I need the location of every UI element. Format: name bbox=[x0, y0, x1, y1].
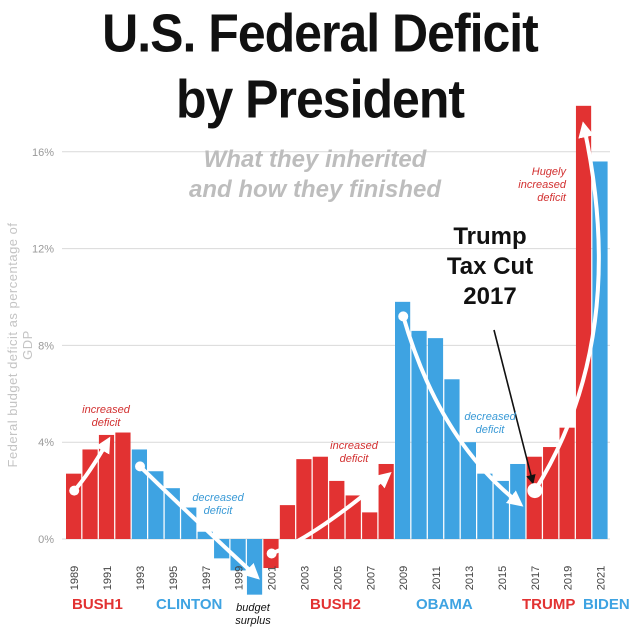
x-tick-label: 2005 bbox=[332, 566, 344, 590]
president-label-bush1: BUSH1 bbox=[72, 596, 123, 613]
bar-2000 bbox=[246, 539, 263, 595]
y-tick-label: 8% bbox=[38, 340, 54, 352]
annotation-surplus: budget surplus bbox=[228, 602, 278, 628]
chart-title-line2: by President bbox=[175, 68, 465, 130]
arrow-clinton bbox=[138, 464, 260, 580]
president-label-bush2: BUSH2 bbox=[310, 596, 361, 613]
chart-subtitle: What they inherited bbox=[203, 146, 427, 173]
annotation-line: deficit bbox=[91, 417, 121, 429]
annotation-line: budget bbox=[236, 602, 270, 614]
x-tick-label: 2007 bbox=[365, 566, 377, 590]
annotation-line: Hugely bbox=[531, 166, 566, 178]
x-tick-label: 2011 bbox=[431, 566, 443, 590]
x-tick-label: 2015 bbox=[497, 566, 509, 590]
annotation-obama: decreased deficit bbox=[450, 411, 530, 437]
y-axis-label: Federal budget deficit as percentage of … bbox=[5, 222, 35, 468]
x-tick-label: 2013 bbox=[464, 566, 476, 590]
tax-cut-callout: Trump Tax Cut 2017 bbox=[430, 222, 550, 312]
callout-line: 2017 bbox=[463, 283, 517, 310]
bar-1998 bbox=[214, 539, 230, 559]
annotation-bush1: increased deficit bbox=[66, 404, 146, 430]
annotation-line: decreased bbox=[192, 492, 244, 504]
bar-2007 bbox=[362, 512, 378, 539]
bar-2020 bbox=[575, 105, 592, 539]
annotation-line: deficit bbox=[339, 453, 369, 465]
bar-2003 bbox=[296, 459, 312, 539]
x-tick-label: 1993 bbox=[135, 566, 147, 590]
president-label-trump: TRUMP bbox=[522, 596, 576, 613]
x-tick-label: 2019 bbox=[563, 566, 575, 590]
bar-1990 bbox=[82, 449, 98, 539]
x-tick-label: 2021 bbox=[596, 566, 608, 590]
annotation-line: deficit bbox=[475, 424, 505, 436]
x-tick-label: 1995 bbox=[168, 566, 180, 590]
annotation-bush2: increased deficit bbox=[314, 440, 394, 466]
bar-2009 bbox=[395, 301, 411, 539]
annotation-line: deficit bbox=[203, 505, 233, 517]
annotation-line: deficit bbox=[537, 192, 566, 204]
arrow-obama bbox=[401, 314, 524, 507]
annotation-line: surplus bbox=[235, 615, 271, 627]
bar-2011 bbox=[427, 338, 444, 539]
annotation-clinton: decreased deficit bbox=[178, 492, 258, 518]
bar-2015 bbox=[493, 480, 509, 539]
arrow-bush1 bbox=[72, 436, 111, 493]
bar-1991 bbox=[98, 434, 115, 539]
president-label-clinton: CLINTON bbox=[156, 596, 223, 613]
callout-line: Trump bbox=[453, 223, 527, 250]
bar-2013 bbox=[460, 442, 476, 539]
bar-2021 bbox=[592, 161, 608, 540]
x-tick-label: 2001 bbox=[267, 566, 279, 590]
bar-2019 bbox=[559, 427, 575, 539]
x-tick-label: 2003 bbox=[300, 566, 312, 590]
bar-2004 bbox=[312, 456, 328, 539]
x-tick-labels: 1989 1991 1993 1995 1997 1999 2001 2003 2005 2007… bbox=[69, 566, 607, 590]
y-tick-label: 12% bbox=[32, 244, 54, 256]
chart-subtitle-line2: and how they finished bbox=[188, 176, 441, 203]
annotation-line: increased bbox=[82, 404, 130, 416]
x-tick-label: 2017 bbox=[530, 566, 542, 590]
x-tick-label: 1997 bbox=[201, 566, 213, 590]
annotation-line: increased bbox=[330, 440, 378, 452]
president-label-biden: BIDEN bbox=[583, 596, 630, 613]
arrow-trump bbox=[532, 121, 601, 493]
trend-arrows bbox=[69, 121, 601, 580]
callout-line: Tax Cut bbox=[446, 253, 534, 280]
x-tick-label: 1991 bbox=[102, 566, 114, 590]
annotation-line: decreased bbox=[464, 411, 516, 423]
bar-1997 bbox=[197, 531, 213, 539]
bar-2005 bbox=[329, 480, 345, 539]
y-tick-label: 0% bbox=[38, 534, 54, 546]
x-tick-label: 1989 bbox=[69, 566, 81, 590]
y-tick-label: 16% bbox=[32, 147, 54, 159]
president-label-obama: OBAMA bbox=[416, 596, 473, 613]
bar-1992 bbox=[115, 432, 131, 539]
bar-2002 bbox=[279, 505, 296, 539]
arrow-bush2 bbox=[269, 471, 392, 556]
bar-2014 bbox=[477, 473, 493, 539]
x-tick-label: 1999 bbox=[234, 566, 246, 590]
chart-title: U.S. Federal Deficit bbox=[102, 2, 539, 64]
y-tick-labels: 0% 4% 8% 12% 16% bbox=[32, 147, 54, 546]
tax-cut-dot bbox=[527, 483, 543, 499]
y-tick-label: 4% bbox=[38, 437, 54, 449]
callout-pointer bbox=[493, 329, 536, 485]
bar-2012 bbox=[444, 379, 460, 539]
x-tick-label: 2009 bbox=[398, 566, 410, 590]
bar-2010 bbox=[411, 330, 427, 539]
annotation-trump: Hugely increased deficit bbox=[506, 166, 566, 205]
annotation-line: increased bbox=[518, 179, 566, 191]
